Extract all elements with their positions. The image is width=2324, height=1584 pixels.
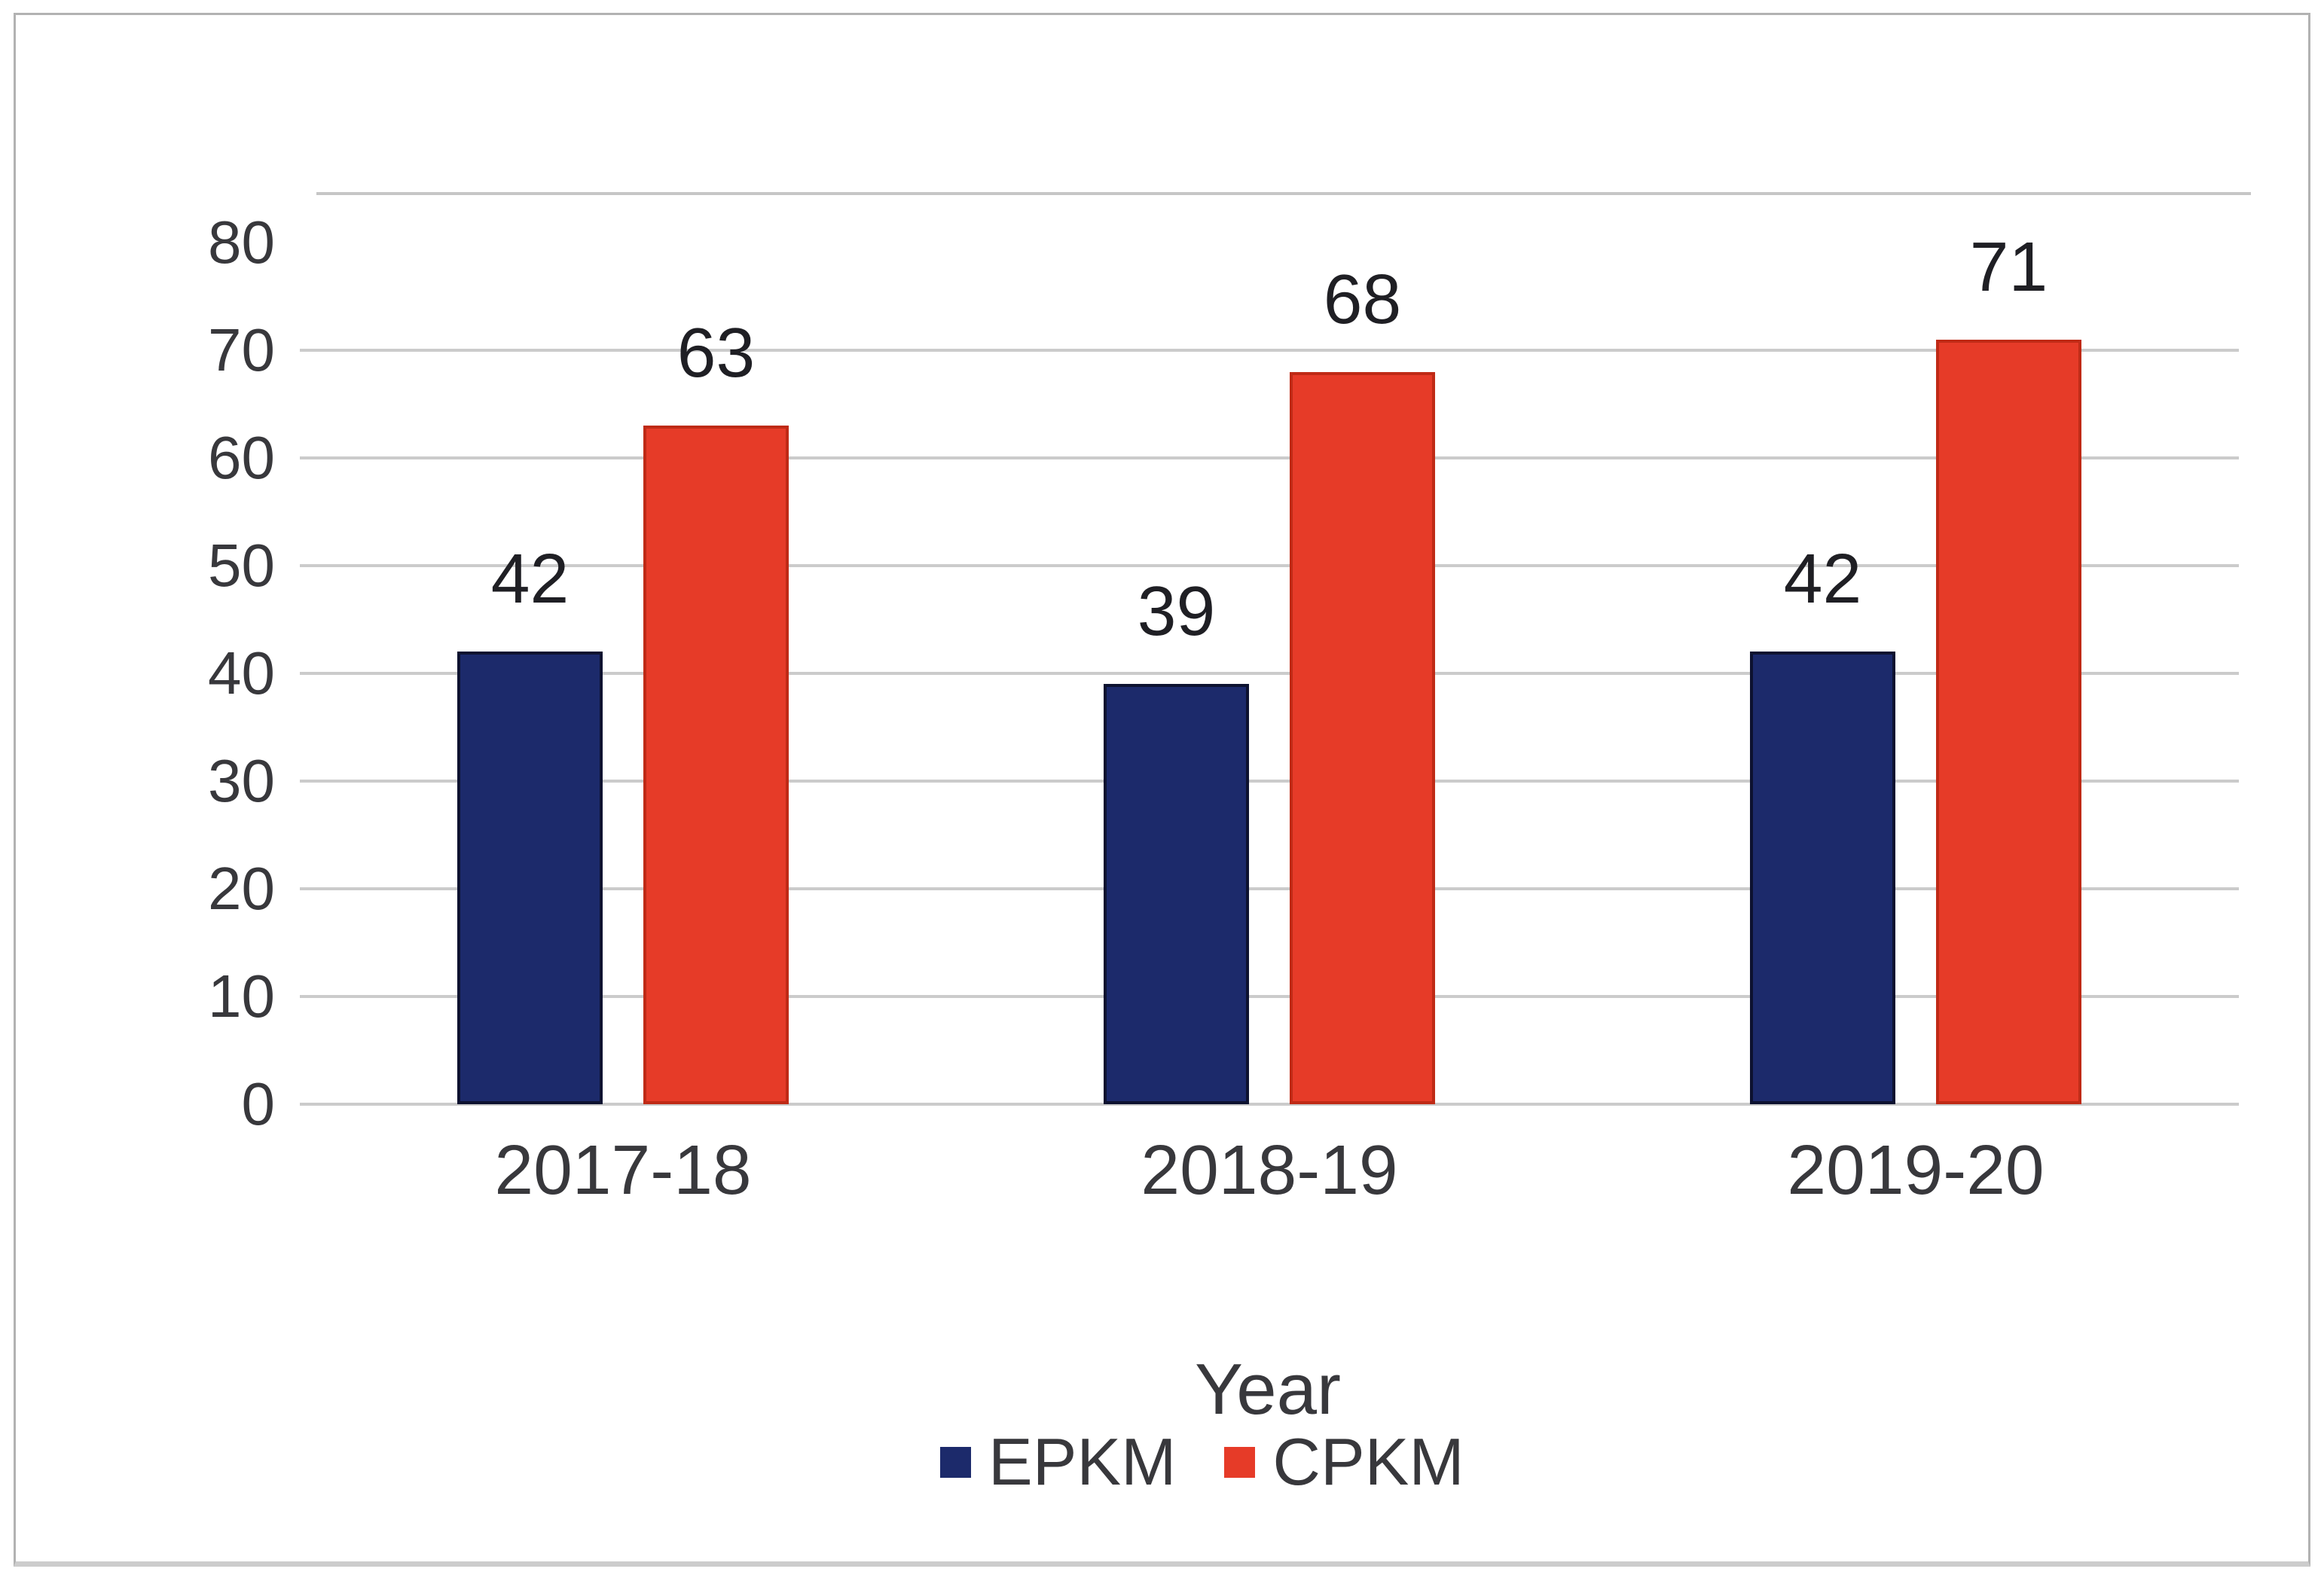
gridline-y-50 <box>300 564 2239 567</box>
legend: EPKM CPKM <box>940 1428 1464 1496</box>
x-axis-title: Year <box>1195 1349 1341 1430</box>
y-tick-label-30: 30 <box>208 747 275 814</box>
y-tick-label-0: 0 <box>241 1070 276 1137</box>
data-label-epkm-2018-19: 39 <box>1137 572 1216 651</box>
epkm-swatch-icon <box>940 1446 971 1478</box>
bar-epkm-2019-20 <box>1750 652 1895 1104</box>
gridline-y-20 <box>300 887 2239 890</box>
gridline-y-0 <box>300 1103 2239 1106</box>
x-category-label-2019-20: 2019-20 <box>1787 1131 2045 1209</box>
x-category-label-2018-19: 2018-19 <box>1141 1131 1398 1209</box>
bar-cpkm-2019-20 <box>1936 339 2081 1104</box>
bar-epkm-2017-18 <box>457 652 603 1104</box>
gridline-y-60 <box>300 456 2239 459</box>
data-label-cpkm-2019-20: 71 <box>1969 227 2048 306</box>
legend-item-cpkm: CPKM <box>1224 1428 1464 1496</box>
y-tick-label-60: 60 <box>208 424 275 491</box>
y-tick-label-80: 80 <box>208 209 275 276</box>
legend-label-cpkm: CPKM <box>1272 1424 1464 1499</box>
gridline-y-70 <box>300 349 2239 352</box>
bar-cpkm-2017-18 <box>643 426 789 1104</box>
gridline-y-40 <box>300 672 2239 675</box>
data-label-cpkm-2017-18: 63 <box>676 313 756 392</box>
legend-label-epkm: EPKM <box>988 1424 1177 1499</box>
cpkm-swatch-icon <box>1224 1446 1256 1478</box>
gridline-y-10 <box>300 995 2239 998</box>
y-tick-label-10: 10 <box>208 963 275 1030</box>
y-tick-label-40: 40 <box>208 639 275 707</box>
data-label-cpkm-2018-19: 68 <box>1323 259 1402 338</box>
bar-epkm-2018-19 <box>1104 684 1249 1104</box>
y-tick-label-20: 20 <box>208 855 275 922</box>
data-label-epkm-2017-18: 42 <box>490 539 570 618</box>
plot-top-border <box>316 192 2251 195</box>
y-tick-label-70: 70 <box>208 316 275 383</box>
legend-item-epkm: EPKM <box>940 1428 1176 1496</box>
y-tick-label-50: 50 <box>208 532 275 599</box>
gridline-y-30 <box>300 780 2239 783</box>
bar-cpkm-2018-19 <box>1290 371 1435 1104</box>
data-label-epkm-2019-20: 42 <box>1783 539 1862 618</box>
x-category-label-2017-18: 2017-18 <box>494 1131 752 1209</box>
